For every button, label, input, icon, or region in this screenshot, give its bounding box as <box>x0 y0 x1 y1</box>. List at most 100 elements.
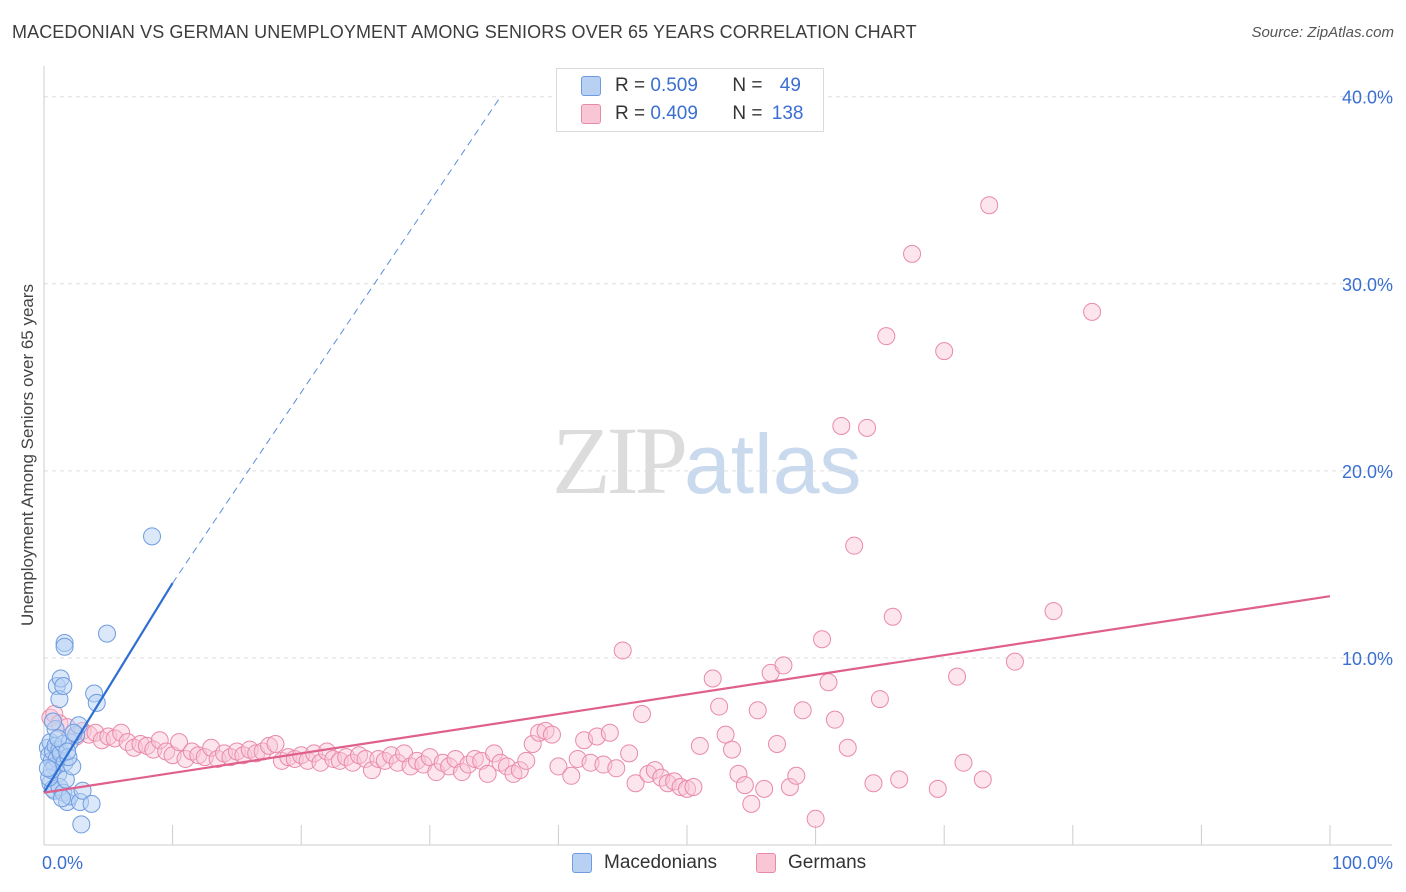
legend-r-value: 0.409 <box>650 103 698 124</box>
germans-point <box>703 669 722 688</box>
germans-point <box>1044 602 1063 621</box>
germans-point <box>928 779 947 798</box>
germans-point <box>600 723 619 742</box>
germans-point <box>980 196 999 215</box>
germans-point <box>864 774 883 793</box>
germans-point <box>735 776 754 795</box>
germans-point <box>523 734 542 753</box>
germans-point <box>1005 652 1024 671</box>
watermark: ZIPatlas <box>552 405 861 516</box>
germans-point <box>935 342 954 361</box>
legend-n-label: N = <box>732 75 768 96</box>
germans-point <box>362 761 381 780</box>
germans-point <box>632 705 651 724</box>
germans-point <box>723 740 742 759</box>
series-legend: Macedonians Germans <box>0 852 1406 878</box>
source-credit: Source: ZipAtlas.com <box>1251 24 1394 41</box>
germans-point <box>755 779 774 798</box>
y-tick-label: 30.0% <box>1342 275 1393 295</box>
chart-title: MACEDONIAN VS GERMAN UNEMPLOYMENT AMONG … <box>12 22 917 42</box>
germans-point <box>485 744 504 763</box>
germans-point <box>729 764 748 783</box>
germans-point <box>562 766 581 785</box>
legend-r-label: R = <box>615 75 651 96</box>
tick-labels: 10.0% 20.0% 30.0% 40.0% 0.0% 100.0% Unemployme… <box>18 88 1393 873</box>
germans-point <box>465 749 484 768</box>
germans-point <box>1083 302 1102 321</box>
germans-point <box>832 416 851 435</box>
germans-point <box>838 738 857 757</box>
legend-n-value: 49 <box>779 75 801 96</box>
macedonians-point <box>54 676 73 695</box>
watermark-zip: ZIP <box>552 407 688 514</box>
germans-point <box>780 778 799 797</box>
legend-swatch-blue <box>581 76 601 96</box>
legend-row-germans: R = 0.409 N = 138 <box>581 102 803 126</box>
legend-item-macedonians[interactable]: Macedonians <box>572 852 717 874</box>
y-tick-label: 10.0% <box>1342 649 1393 669</box>
x-tick-label-left: 0.0% <box>42 853 83 873</box>
y-axis-label: Unemployment Among Seniors over 65 years <box>18 284 37 626</box>
trend-lines <box>43 96 1331 794</box>
legend-r-value: 0.509 <box>650 75 698 96</box>
germans-point <box>877 327 896 346</box>
germans-point <box>883 607 902 626</box>
y-tick-label: 20.0% <box>1342 462 1393 482</box>
germans-point <box>768 734 787 753</box>
germans-point <box>890 770 909 789</box>
germans-point <box>870 690 889 709</box>
legend-label-macedonians: Macedonians <box>604 852 718 873</box>
germans-point <box>684 778 703 797</box>
legend-swatch-macedonians <box>572 853 592 873</box>
germans-trend-line <box>43 595 1331 794</box>
germans-point <box>858 418 877 437</box>
germans-point <box>266 734 285 753</box>
legend-r-label: R = <box>615 103 651 124</box>
germans-point <box>542 725 561 744</box>
macedonians-point <box>53 789 72 808</box>
legend-swatch-germans <box>756 853 776 873</box>
germans-point <box>645 761 664 780</box>
legend-n-label: N = <box>732 103 768 124</box>
germans-point <box>260 736 279 755</box>
legend-label-germans: Germans <box>788 852 867 873</box>
germans-point <box>948 667 967 686</box>
macedonians-point <box>44 712 63 731</box>
germans-point <box>112 723 131 742</box>
watermark-atlas: atlas <box>684 417 862 511</box>
germans-point <box>710 697 729 716</box>
germans-point <box>973 770 992 789</box>
macedonians-points <box>38 527 162 834</box>
macedonians-point <box>55 637 74 656</box>
germans-point <box>510 761 529 780</box>
y-tick-label: 40.0% <box>1342 88 1393 108</box>
germans-point <box>356 749 375 768</box>
germans-point <box>671 778 690 797</box>
germans-point <box>742 794 761 813</box>
germans-point <box>954 753 973 772</box>
germans-point <box>549 757 568 776</box>
germans-point <box>607 759 626 778</box>
germans-point <box>452 763 471 782</box>
macedonians-point <box>72 815 91 834</box>
legend-row-macedonians: R = 0.509 N = 49 <box>581 74 801 98</box>
germans-point <box>793 701 812 720</box>
germans-point <box>819 673 838 692</box>
germans-point <box>825 710 844 729</box>
macedonians-point <box>82 794 101 813</box>
stats-legend: R = 0.509 N = 49 R = 0.409 N = 138 <box>556 68 824 132</box>
germans-point <box>903 244 922 263</box>
germans-point <box>678 779 696 798</box>
germans-point <box>613 641 632 660</box>
germans-point <box>170 733 189 752</box>
x-tick-label-right: 100.0% <box>1332 853 1393 873</box>
macedonians-trend-extension <box>172 96 501 584</box>
grid-lines <box>44 96 1392 659</box>
germans-point <box>845 536 864 555</box>
germans-point <box>774 656 793 675</box>
germans-point <box>690 736 709 755</box>
legend-item-germans[interactable]: Germans <box>756 852 866 874</box>
germans-point <box>517 751 536 770</box>
legend-n-value: 138 <box>771 103 804 124</box>
